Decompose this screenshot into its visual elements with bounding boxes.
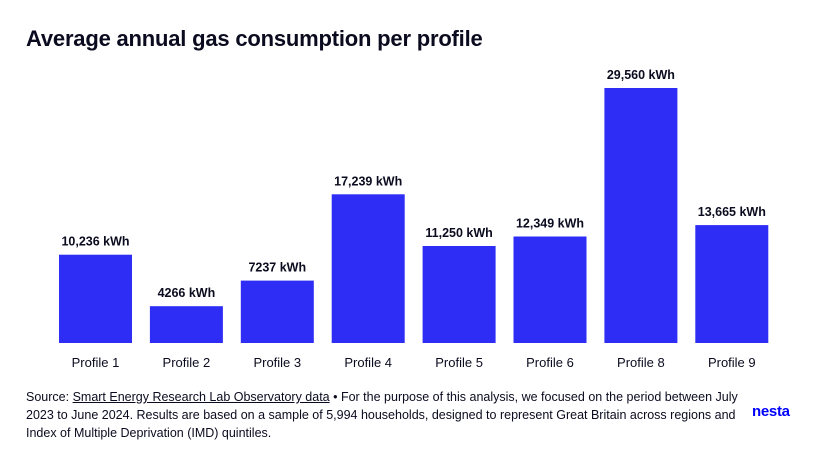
x-tick-label: Profile 4 [344,355,392,370]
source-note: Source: Smart Energy Research Lab Observ… [26,388,746,442]
x-tick-label: Profile 3 [253,355,301,370]
bar-profile-3 [240,280,314,343]
data-label: 7237 kWh [248,261,306,275]
data-label: 4266 kWh [158,286,216,300]
nesta-logo: nesta [752,403,790,420]
data-label: 10,236 kWh [61,235,129,249]
x-tick-label: Profile 1 [72,355,120,370]
x-tick-label: Profile 9 [708,355,756,370]
x-tick-label: Profile 6 [526,355,574,370]
data-label: 29,560 kWh [607,68,675,82]
bar-profile-9 [695,225,769,343]
chart-title: Average annual gas consumption per profi… [26,26,483,51]
x-tick-label: Profile 2 [163,355,211,370]
data-label: 13,665 kWh [698,205,766,219]
x-tick-label: Profile 8 [617,355,665,370]
bar-profile-2 [149,306,223,343]
data-label: 17,239 kWh [334,174,402,188]
data-label: 12,349 kWh [516,217,584,231]
bar-profile-5 [422,246,496,343]
bar-profile-4 [331,194,405,343]
bar-profile-1 [59,254,132,343]
source-link[interactable]: Smart Energy Research Lab Observatory da… [72,390,330,404]
x-tick-label: Profile 5 [435,355,483,370]
bar-profile-8 [604,88,678,343]
bar-chart: 10,236 kWh Profile 1 4266 kWh Profile 2 7237… [59,68,769,370]
bar-profile-6 [513,236,587,343]
source-text: • For the purpose of this analysis, we f… [26,390,738,440]
data-label: 11,250 kWh [425,226,492,240]
source-prefix: Source: [26,390,73,404]
